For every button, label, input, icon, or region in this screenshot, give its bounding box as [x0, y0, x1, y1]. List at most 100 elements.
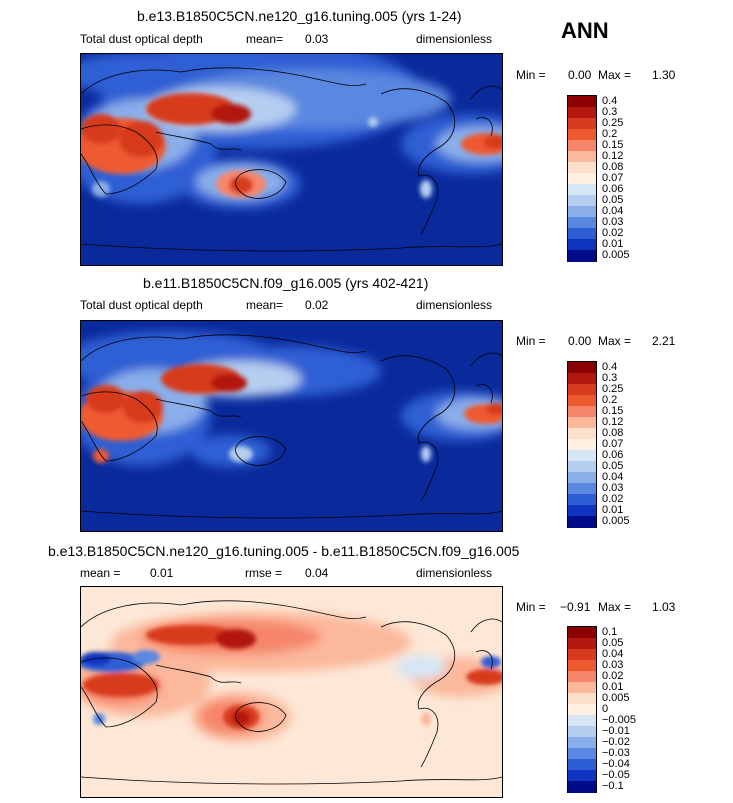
- panel-1-mean-value: 0.03: [305, 32, 329, 46]
- colorbar-tick-label: 0.3: [602, 106, 618, 118]
- colorbar-tick-label: 0.01: [602, 681, 624, 693]
- colorbar-swatch: [568, 206, 596, 218]
- panel-3-map-svg: [81, 600, 502, 785]
- colorbar-tick-label: −0.05: [602, 769, 630, 781]
- panel-2-coastlines: [81, 334, 502, 519]
- colorbar-tick-label: 0.08: [602, 161, 624, 173]
- panel-1-max-value: 1.30: [652, 68, 676, 82]
- colorbar-swatch: [568, 118, 596, 130]
- colorbar-tick-label: 0.005: [602, 249, 630, 261]
- colorbar-swatch: [568, 228, 596, 240]
- panel-2-max-value: 2.21: [652, 334, 676, 348]
- colorbar-swatch: [568, 660, 596, 672]
- colorbar-swatch: [568, 682, 596, 694]
- colorbar-swatch: [568, 748, 596, 760]
- colorbar-tick-label: 0.12: [602, 150, 624, 162]
- panel-2-min-label: Min =: [516, 334, 546, 348]
- panel-3-mean-label: mean =: [80, 566, 121, 580]
- season-label: ANN: [561, 18, 609, 43]
- colorbar-swatch: [568, 162, 596, 174]
- colorbar-tick-label: 0.2: [602, 128, 618, 140]
- colorbar-swatch: [568, 505, 596, 517]
- panel-3-min-value: −0.91: [560, 600, 591, 614]
- panel-3-coastlines: [81, 600, 502, 785]
- colorbar-tick-label: 0.03: [602, 659, 624, 671]
- colorbar-tick-label: 0.04: [602, 205, 624, 217]
- panel-3-title: b.e13.B1850C5CN.ne120_g16.tuning.005 - b…: [48, 543, 520, 559]
- colorbar-tick-label: 0.03: [602, 216, 624, 228]
- colorbar-tick-label: 0.05: [602, 460, 624, 472]
- colorbar-tick-label: 0.05: [602, 194, 624, 206]
- panel-2-map-svg: [81, 331, 502, 519]
- colorbar-tick-label: 0.07: [602, 438, 624, 450]
- panel-3-rmse-label: rmse =: [245, 566, 283, 580]
- colorbar-tick-label: −0.005: [602, 714, 636, 726]
- panel-2-mean-label: mean=: [246, 298, 284, 312]
- panel-3-units: dimensionless: [416, 566, 493, 580]
- panel-1-coastlines: [81, 67, 502, 252]
- colorbar-tick-label: 0.3: [602, 372, 618, 384]
- colorbar-swatch: [568, 250, 596, 262]
- colorbar-tick-label: 0.2: [602, 394, 618, 406]
- colorbar-tick-label: 0.02: [602, 493, 624, 505]
- colorbar-tick-label: 0.005: [602, 515, 630, 527]
- colorbar-swatch: [568, 671, 596, 683]
- colorbar-swatch: [568, 704, 596, 716]
- colorbar-swatch: [568, 781, 596, 793]
- panel-1-map: [80, 53, 503, 266]
- colorbar-swatch: [568, 173, 596, 185]
- colorbar-tick-label: 0.12: [602, 416, 624, 428]
- colorbar-swatch: [568, 450, 596, 462]
- panel-2-units: dimensionless: [416, 298, 493, 312]
- colorbar-swatch: [568, 516, 596, 528]
- colorbar-tick-label: 0.08: [602, 427, 624, 439]
- colorbar-swatch: [568, 737, 596, 749]
- colorbar-tick-label: 0: [602, 703, 609, 715]
- colorbar-tick-label: 0.04: [602, 648, 624, 660]
- colorbar-tick-label: 0.05: [602, 637, 624, 649]
- colorbar-swatch: [568, 627, 596, 639]
- panel-3-max-value: 1.03: [652, 600, 676, 614]
- colorbar-swatch: [568, 151, 596, 163]
- panel-1-max-label: Max =: [598, 68, 632, 82]
- colorbar-tick-label: 0.25: [602, 383, 624, 395]
- colorbar-swatch: [568, 384, 596, 396]
- colorbar-tick-label: 0.4: [602, 95, 618, 107]
- colorbar-tick-label: −0.04: [602, 758, 630, 770]
- colorbar-tick-label: 0.15: [602, 139, 624, 151]
- panel-3-rmse-value: 0.04: [305, 566, 329, 580]
- colorbar-swatch: [568, 483, 596, 495]
- colorbar-swatch: [568, 693, 596, 705]
- colorbar-swatch: [568, 184, 596, 196]
- colorbar-swatch: [568, 770, 596, 782]
- panel-2-min-value: 0.00: [568, 334, 592, 348]
- colorbar-swatch: [568, 726, 596, 738]
- colorbar-tick-label: 0.15: [602, 405, 624, 417]
- colorbar-swatch: [568, 195, 596, 207]
- panel-1-min-label: Min =: [516, 68, 546, 82]
- panel-3-map: [80, 586, 503, 798]
- panel-2-map: [80, 320, 503, 532]
- colorbar-swatch: [568, 373, 596, 385]
- panel-3-mean-value: 0.01: [150, 566, 174, 580]
- colorbar-swatch: [568, 362, 596, 374]
- colorbar-tick-label: 0.005: [602, 692, 630, 704]
- colorbar-tick-label: 0.1: [602, 626, 618, 638]
- panel-1-map-svg: [81, 54, 502, 252]
- panel-1-mean-label: mean=: [246, 32, 284, 46]
- colorbar-tick-label: −0.03: [602, 747, 630, 759]
- colorbar-tick-label: −0.02: [602, 736, 630, 748]
- colorbar-tick-label: 0.02: [602, 670, 624, 682]
- panel-2-max-label: Max =: [598, 334, 632, 348]
- colorbar-swatch: [568, 395, 596, 407]
- colorbar-tick-label: 0.07: [602, 172, 624, 184]
- colorbar-swatch: [568, 439, 596, 451]
- colorbar-swatch: [568, 428, 596, 440]
- panel-1-units: dimensionless: [416, 32, 493, 46]
- panel-1-title: b.e13.B1850C5CN.ne120_g16.tuning.005 (yr…: [137, 8, 462, 24]
- colorbar-tick-label: 0.25: [602, 117, 624, 129]
- colorbar-swatch: [568, 107, 596, 119]
- colorbar-swatch: [568, 406, 596, 418]
- colorbar-swatch: [568, 472, 596, 484]
- panel-2-variable-label: Total dust optical depth: [80, 298, 203, 312]
